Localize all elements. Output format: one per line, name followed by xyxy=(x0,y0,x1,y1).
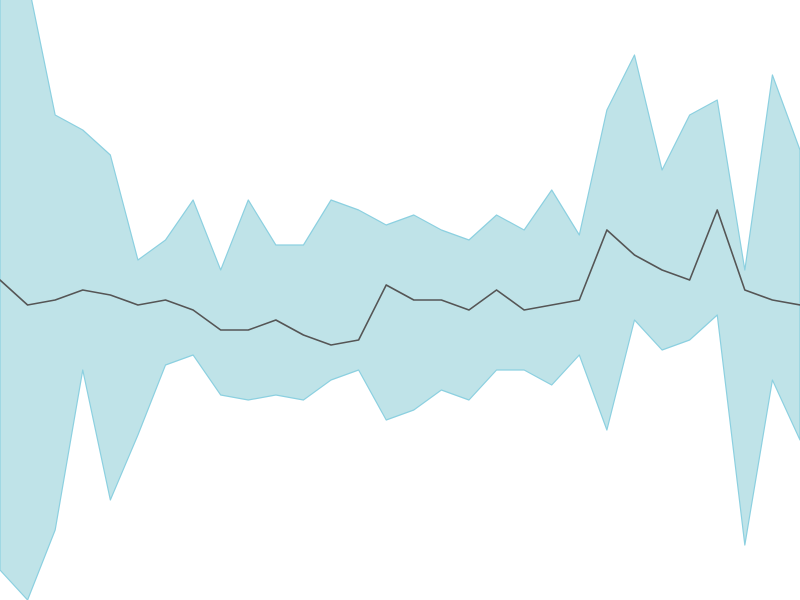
band-line-chart xyxy=(0,0,800,600)
confidence-band xyxy=(0,0,800,600)
